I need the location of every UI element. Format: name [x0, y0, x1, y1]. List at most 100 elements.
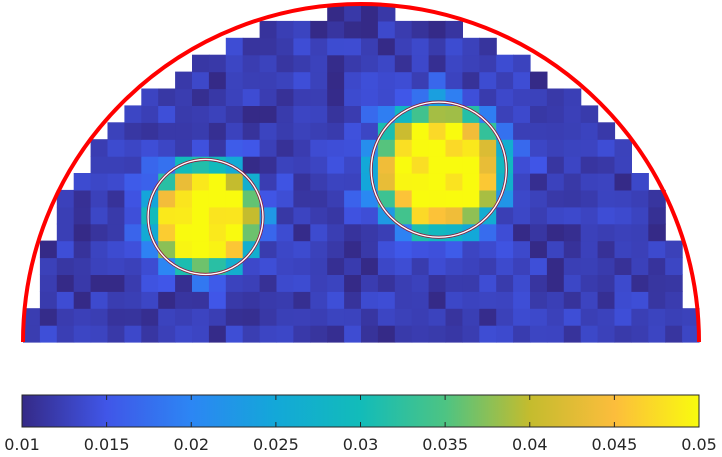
heatmap-cell [225, 139, 244, 157]
heatmap-cell [310, 274, 328, 292]
heatmap-cell [175, 240, 193, 259]
heatmap-cell [580, 173, 599, 191]
heatmap-cell [175, 122, 193, 140]
heatmap-cell [513, 223, 531, 242]
heatmap-cell [411, 37, 430, 56]
heatmap-cell [428, 274, 447, 292]
heatmap-cell [614, 189, 632, 208]
heatmap-cell [225, 37, 244, 56]
heatmap-cell [496, 274, 514, 292]
heatmap-cell [377, 122, 396, 140]
heatmap-cell [158, 189, 176, 208]
heatmap-cell [479, 257, 497, 275]
heatmap-cell [428, 291, 447, 309]
heatmap-cell [394, 223, 413, 242]
heatmap-cell [361, 20, 379, 39]
heatmap-cell [411, 291, 430, 309]
heatmap-cell [496, 206, 514, 225]
heatmap-cell [479, 139, 497, 157]
heatmap-cell [293, 139, 311, 157]
heatmap-cell [563, 173, 582, 191]
heatmap-cell [208, 122, 227, 140]
heatmap-cell [411, 308, 430, 326]
heatmap-cell [546, 291, 565, 309]
heatmap-cell [546, 139, 565, 157]
heatmap-cell [665, 291, 683, 309]
heatmap-cell [563, 189, 582, 208]
heatmap-cell [208, 189, 227, 208]
colorbar-tick-label: 0.03 [343, 435, 379, 454]
heatmap-cell [597, 223, 616, 242]
heatmap-cell [394, 189, 413, 208]
heatmap-cell [107, 240, 125, 259]
heatmap-cell [39, 308, 58, 326]
heatmap-cell [546, 206, 565, 225]
heatmap-cell [107, 223, 125, 242]
heatmap-cell [192, 308, 210, 326]
heatmap-cell [513, 206, 531, 225]
heatmap-cell [361, 4, 379, 22]
heatmap-cell [225, 189, 244, 208]
heatmap-cell [259, 173, 278, 191]
heatmap-cell [580, 274, 599, 292]
heatmap-cell [530, 223, 548, 242]
heatmap-cell [293, 71, 311, 90]
heatmap-cell [259, 257, 278, 275]
heatmap-cell [293, 173, 311, 191]
heatmap-cell [580, 308, 599, 326]
heatmap-cell [293, 206, 311, 225]
heatmap-cell [56, 291, 75, 309]
heatmap-cell [124, 274, 142, 292]
heatmap-cell [259, 274, 278, 292]
heatmap-cell [175, 88, 193, 106]
heatmap-cell [428, 156, 447, 174]
heatmap-cell [192, 71, 210, 90]
heatmap-cell [530, 105, 548, 123]
heatmap-cell [479, 223, 497, 242]
heatmap-cell [327, 71, 345, 90]
heatmap-cell [344, 105, 362, 123]
colorbar-tick-label: 0.05 [681, 435, 717, 454]
heatmap-cell [546, 257, 565, 275]
heatmap-cell [23, 325, 41, 343]
heatmap-cell [56, 240, 75, 259]
heatmap-cell [377, 308, 396, 326]
heatmap-cell [141, 325, 159, 343]
heatmap-cell [631, 173, 649, 191]
heatmap-cell [90, 291, 109, 309]
heatmap-cell [445, 37, 463, 56]
heatmap-cell [192, 54, 210, 73]
heatmap-cell [310, 308, 328, 326]
heatmap-cell [580, 105, 599, 123]
heatmap-cell [479, 71, 497, 90]
heatmap-cell [597, 308, 616, 326]
heatmap-cell [513, 274, 531, 292]
heatmap-cell [327, 54, 345, 73]
heatmap-cell [124, 122, 142, 140]
heatmap-cell [580, 291, 599, 309]
heatmap-cell [344, 308, 362, 326]
heatmap-cell [242, 308, 261, 326]
heatmap-cell [648, 189, 666, 208]
heatmap-cell [614, 173, 632, 191]
heatmap-cell [530, 156, 548, 174]
heatmap-cell [563, 122, 582, 140]
heatmap-cell [225, 54, 244, 73]
heatmap-cell [462, 139, 480, 157]
heatmap-cell [377, 105, 396, 123]
heatmap-cell [225, 223, 244, 242]
heatmap-cell [462, 122, 480, 140]
heatmap-cell [141, 122, 159, 140]
heatmap-cell [259, 308, 278, 326]
heatmap-cell [141, 156, 159, 174]
heatmap-cell [428, 206, 447, 225]
heatmap-cell [377, 274, 396, 292]
heatmap-cell [361, 105, 379, 123]
heatmap-cell [344, 189, 362, 208]
heatmap-cell [293, 88, 311, 106]
heatmap-cell [327, 206, 345, 225]
heatmap-cell [208, 173, 227, 191]
heatmap-cell [344, 257, 362, 275]
heatmap-cell [242, 291, 261, 309]
heatmap-cell [56, 206, 75, 225]
